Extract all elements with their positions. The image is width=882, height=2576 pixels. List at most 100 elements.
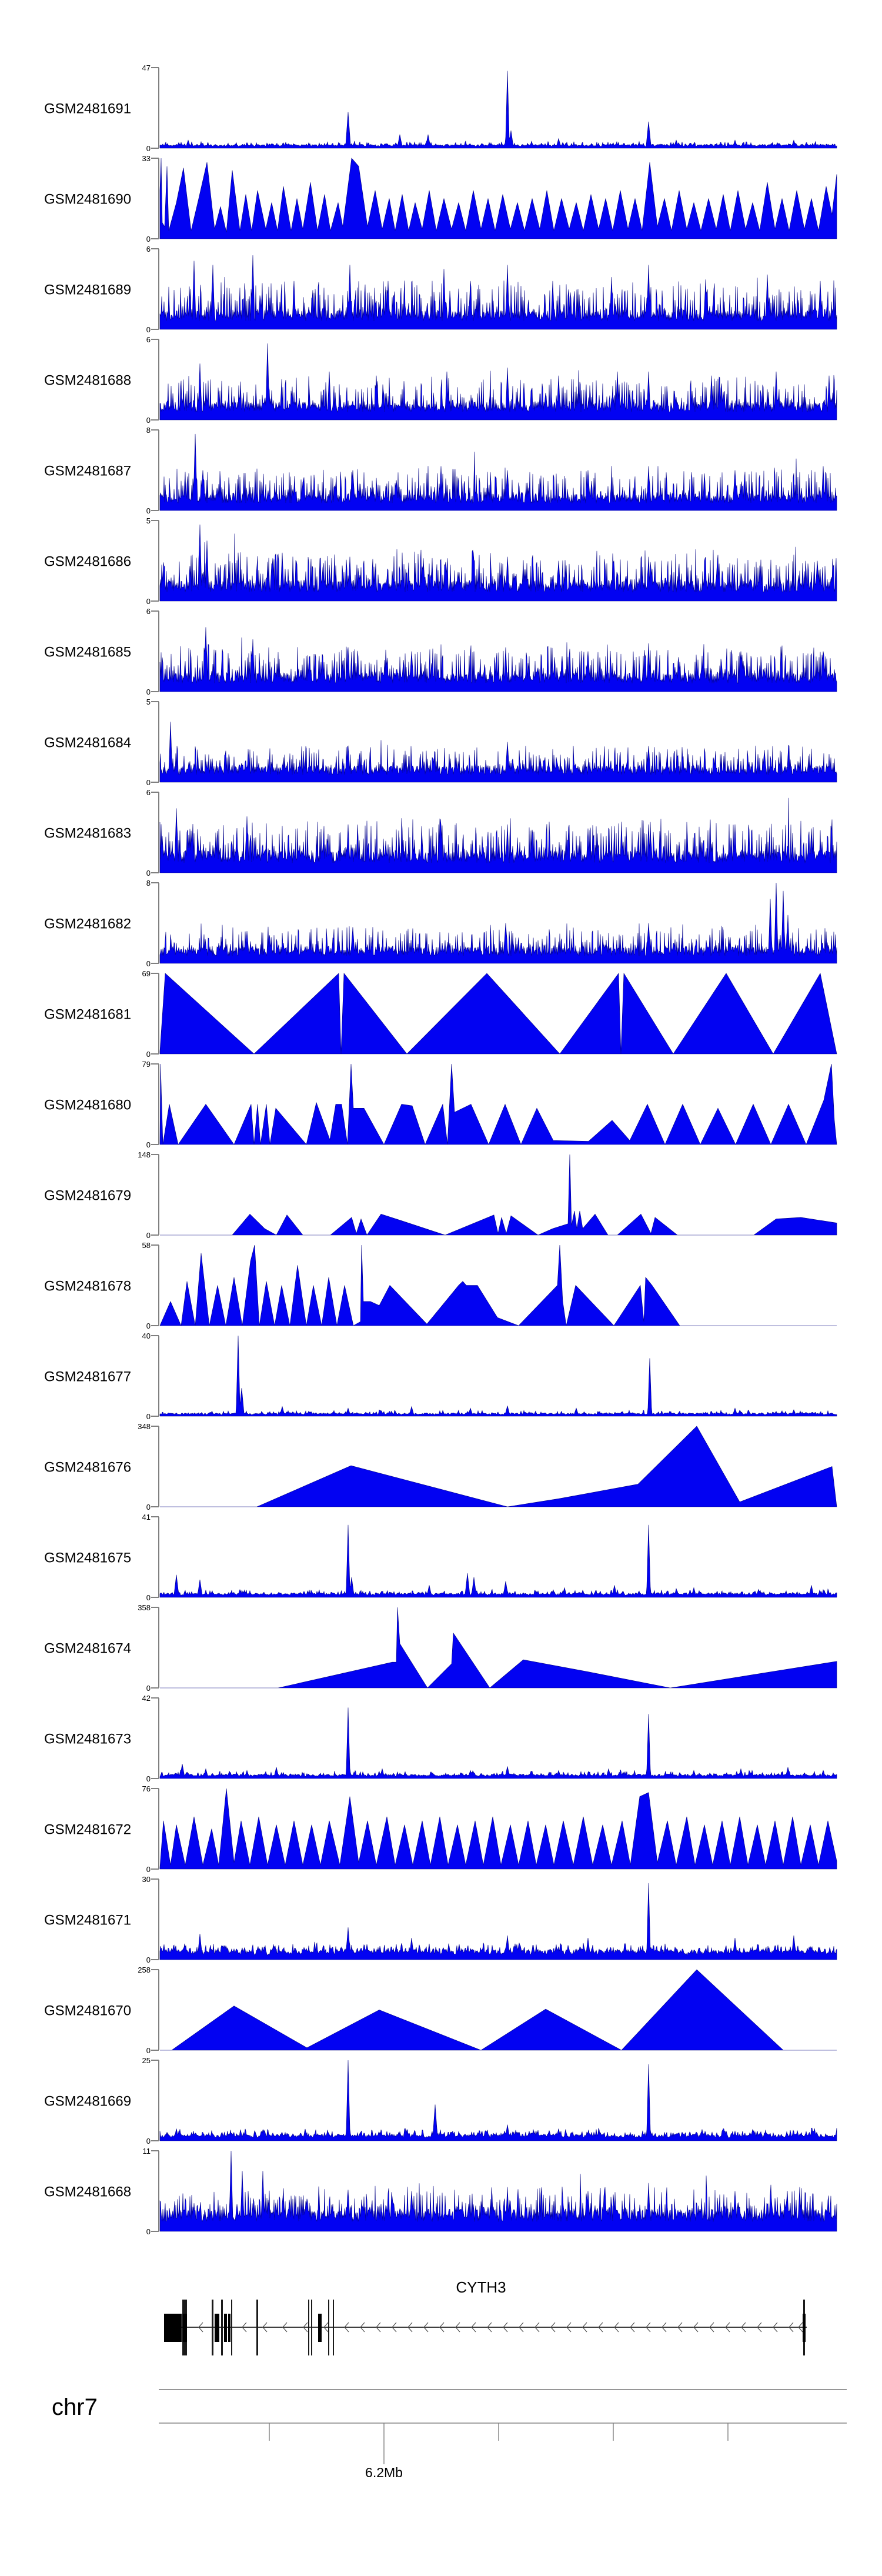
- strand-direction-arrow-icon: [455, 2322, 460, 2333]
- strand-direction-arrow-icon: [677, 2322, 683, 2333]
- strand-direction-arrow-icon: [344, 2322, 349, 2333]
- strand-direction-arrow-icon: [407, 2322, 413, 2333]
- strand-direction-arrow-icon: [198, 2322, 203, 2333]
- y-axis-zero-label: 0: [146, 2137, 151, 2145]
- data-track-GSM2481674: GSM2481674 358 0: [44, 1603, 837, 1693]
- data-track-GSM2481670: GSM2481670 258 0: [44, 1966, 837, 2055]
- strand-direction-arrow-icon: [423, 2322, 429, 2333]
- track-label: GSM2481679: [44, 1188, 131, 1204]
- track-label: GSM2481676: [44, 1460, 131, 1476]
- signal-area: [159, 1524, 837, 1598]
- track-label: GSM2481689: [44, 282, 131, 298]
- y-axis-max-label: 8: [146, 426, 151, 435]
- strand-direction-arrow-icon: [376, 2322, 381, 2333]
- data-track-GSM2481679: GSM2481679 148 0: [44, 1150, 837, 1240]
- gene-first-exon-box: [164, 2314, 182, 2342]
- y-axis-max-label: 6: [146, 607, 151, 616]
- axis-position-label: 6.2Mb: [365, 2465, 403, 2480]
- track-label: GSM2481690: [44, 192, 131, 208]
- strand-direction-arrow-icon: [630, 2322, 635, 2333]
- signal-area: [159, 1244, 837, 1327]
- track-label: GSM2481668: [44, 2184, 131, 2200]
- data-track-GSM2481687: GSM2481687 8 0: [44, 426, 837, 515]
- y-axis-max-label: 30: [142, 1875, 151, 1884]
- data-track-GSM2481677: GSM2481677 40 0: [44, 1332, 837, 1421]
- y-axis-max-label: 69: [142, 969, 151, 978]
- y-axis-zero-label: 0: [146, 1140, 151, 1149]
- y-axis-max-label: 58: [142, 1241, 151, 1250]
- gene-exon: [318, 2314, 322, 2342]
- y-axis-zero-label: 0: [146, 1865, 151, 1874]
- signal-area: [159, 2150, 837, 2232]
- gene-name-label: CYTH3: [456, 2278, 506, 2296]
- strand-direction-arrow-icon: [471, 2322, 476, 2333]
- gene-model-track: CYTH3: [164, 2278, 807, 2355]
- strand-direction-arrow-icon: [487, 2322, 492, 2333]
- chromosome-label: chr7: [52, 2394, 98, 2420]
- strand-direction-arrow-icon: [242, 2322, 247, 2333]
- signal-area: [159, 1788, 837, 1870]
- y-axis-zero-label: 0: [146, 2227, 151, 2236]
- y-axis-max-label: 5: [146, 516, 151, 525]
- signal-area: [159, 255, 837, 330]
- data-track-GSM2481669: GSM2481669 25 0: [44, 2056, 837, 2145]
- signal-area: [160, 1969, 837, 2051]
- track-label: GSM2481685: [44, 645, 131, 660]
- signal-area: [160, 1154, 837, 1236]
- track-label: GSM2481673: [44, 1731, 131, 1747]
- strand-direction-arrow-icon: [303, 2322, 308, 2333]
- y-axis-zero-label: 0: [146, 778, 151, 787]
- data-track-GSM2481673: GSM2481673 42 0: [44, 1694, 837, 1783]
- signal-area: [159, 433, 837, 511]
- signal-area: [160, 1426, 837, 1507]
- gene-exon-tall: [231, 2300, 232, 2355]
- y-axis-max-label: 25: [142, 2056, 151, 2065]
- data-track-GSM2481681: GSM2481681 69 0: [44, 969, 837, 1059]
- y-axis-zero-label: 0: [146, 1956, 151, 1964]
- y-axis-zero-label: 0: [146, 869, 151, 877]
- signal-area: [159, 1707, 837, 1779]
- track-label: GSM2481672: [44, 1822, 131, 1838]
- gene-exon: [803, 2314, 806, 2342]
- y-axis-zero-label: 0: [146, 1684, 151, 1693]
- gene-exon-tall: [221, 2300, 223, 2355]
- strand-direction-arrow-icon: [789, 2322, 794, 2333]
- y-axis-max-label: 6: [146, 245, 151, 253]
- signal-area: [159, 1883, 837, 1960]
- strand-direction-arrow-icon: [757, 2322, 762, 2333]
- strand-direction-arrow-icon: [360, 2322, 365, 2333]
- data-track-GSM2481691: GSM2481691 47 0: [44, 64, 837, 153]
- track-label: GSM2481669: [44, 2094, 131, 2110]
- strand-direction-arrow-icon: [519, 2322, 524, 2333]
- y-axis-zero-label: 0: [146, 597, 151, 606]
- y-axis-max-label: 348: [138, 1422, 151, 1431]
- y-axis-max-label: 79: [142, 1060, 151, 1069]
- track-label: GSM2481681: [44, 1007, 131, 1023]
- track-label: GSM2481680: [44, 1097, 131, 1113]
- y-axis-max-label: 33: [142, 154, 151, 163]
- data-track-GSM2481683: GSM2481683 6 0: [44, 788, 837, 877]
- data-track-GSM2481689: GSM2481689 6 0: [44, 245, 837, 334]
- y-axis-max-label: 11: [143, 2147, 151, 2155]
- strand-direction-arrow-icon: [566, 2322, 572, 2333]
- y-axis-zero-label: 0: [146, 688, 151, 696]
- y-axis-zero-label: 0: [146, 1774, 151, 1783]
- signal-area: [159, 972, 837, 1055]
- strand-direction-arrow-icon: [503, 2322, 508, 2333]
- y-axis-zero-label: 0: [146, 1412, 151, 1421]
- y-axis-max-label: 40: [142, 1332, 151, 1340]
- strand-direction-arrow-icon: [282, 2322, 288, 2333]
- track-label: GSM2481691: [44, 101, 131, 117]
- gene-exon: [224, 2314, 227, 2342]
- signal-area: [159, 882, 837, 964]
- track-label: GSM2481683: [44, 826, 131, 842]
- strand-direction-arrow-icon: [550, 2322, 556, 2333]
- strand-direction-arrow-icon: [534, 2322, 540, 2333]
- y-axis-zero-label: 0: [146, 325, 151, 334]
- data-track-GSM2481688: GSM2481688 6 0: [44, 335, 837, 425]
- signal-area: [160, 1607, 837, 1689]
- track-label: GSM2481671: [44, 1913, 131, 1928]
- data-track-GSM2481668: GSM2481668 11 0: [44, 2147, 837, 2236]
